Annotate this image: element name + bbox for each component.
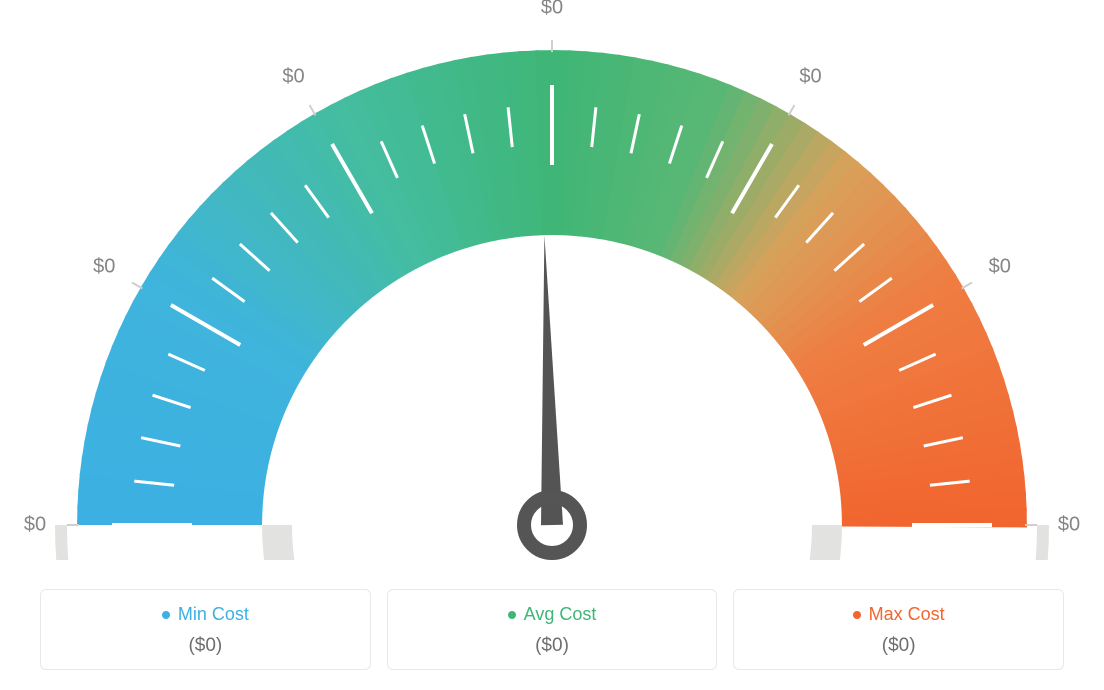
gauge-tick-label: $0	[93, 255, 115, 278]
gauge-svg	[0, 0, 1104, 560]
legend-card-avg: Avg Cost ($0)	[387, 589, 718, 670]
legend-label-avg: Avg Cost	[524, 604, 597, 625]
legend-title-avg: Avg Cost	[508, 604, 597, 625]
legend-label-max: Max Cost	[869, 604, 945, 625]
legend-label-min: Min Cost	[178, 604, 249, 625]
legend-card-min: Min Cost ($0)	[40, 589, 371, 670]
legend-row: Min Cost ($0) Avg Cost ($0) Max Cost ($0…	[40, 589, 1064, 670]
gauge-tick-label: $0	[282, 66, 304, 89]
legend-dot-max	[853, 611, 861, 619]
legend-dot-avg	[508, 611, 516, 619]
legend-value-avg: ($0)	[398, 635, 707, 657]
gauge-cost-chart: $0 $0 $0 $0 $0 $0 $0 Min Cost ($0) Avg Cost ($…	[0, 0, 1104, 690]
gauge-tick-label: $0	[1058, 514, 1080, 537]
gauge-tick-label: $0	[989, 255, 1011, 278]
legend-title-max: Max Cost	[853, 604, 945, 625]
legend-value-max: ($0)	[744, 635, 1053, 657]
legend-value-min: ($0)	[51, 635, 360, 657]
legend-card-max: Max Cost ($0)	[733, 589, 1064, 670]
gauge-tick-label: $0	[24, 514, 46, 537]
legend-title-min: Min Cost	[162, 604, 249, 625]
gauge-tick-label: $0	[541, 0, 563, 20]
legend-dot-min	[162, 611, 170, 619]
gauge-tick-label: $0	[799, 66, 821, 89]
gauge-area: $0 $0 $0 $0 $0 $0 $0	[0, 0, 1104, 560]
